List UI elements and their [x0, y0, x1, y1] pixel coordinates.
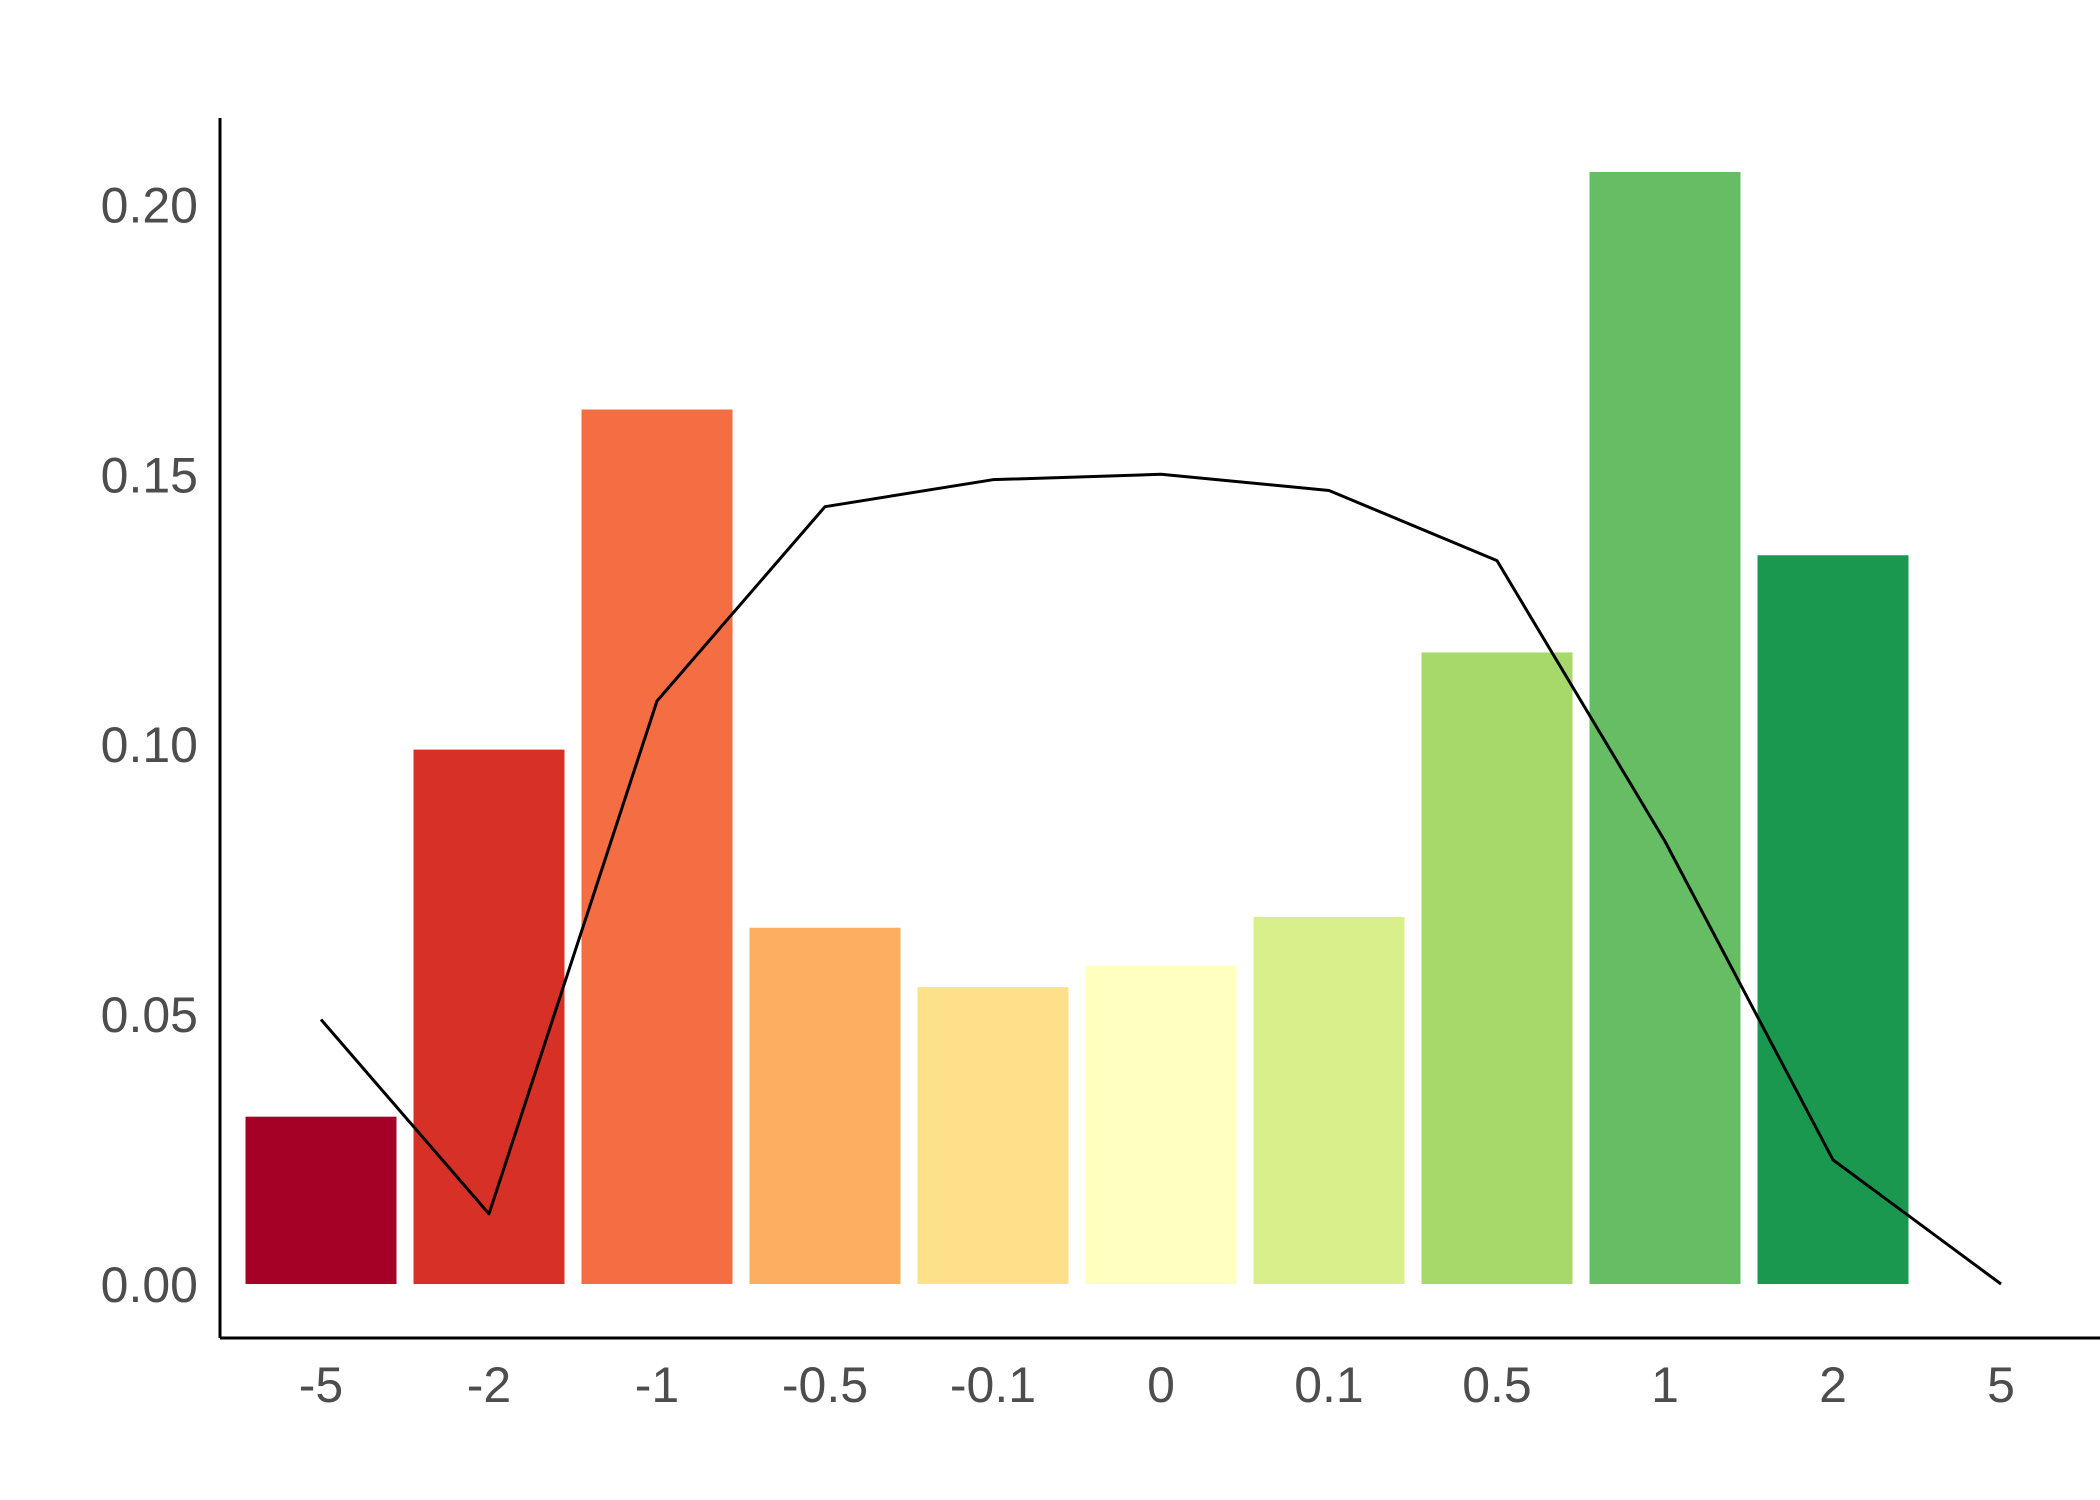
y-tick-label: 0.15 — [101, 447, 198, 503]
bar--0.1 — [917, 987, 1069, 1285]
bar-2 — [1757, 555, 1909, 1285]
bar-1 — [1589, 171, 1741, 1285]
bar-0 — [1085, 965, 1237, 1285]
y-tick-labels: 0.00 0.05 0.10 0.15 0.20 — [101, 177, 198, 1313]
x-tick-label: -1 — [635, 1357, 679, 1413]
x-tick-label: 2 — [1819, 1357, 1847, 1413]
series-line — [319, 472, 2002, 1286]
y-tick-label: 0.05 — [101, 987, 198, 1043]
x-tick-labels: -5 -2 -1 -0.5 -0.1 0 0.1 0.5 1 2 5 — [299, 1357, 2015, 1413]
y-tick-label: 0.10 — [101, 717, 198, 773]
x-tick-label: -2 — [467, 1357, 511, 1413]
x-tick-label: -0.5 — [782, 1357, 868, 1413]
x-tick-label: 0.1 — [1294, 1357, 1364, 1413]
x-tick-label: -5 — [299, 1357, 343, 1413]
bar--5 — [245, 1116, 397, 1285]
bar--0.5 — [749, 927, 901, 1285]
y-tick-label: 0.20 — [101, 177, 198, 233]
bars-group — [245, 171, 1909, 1285]
x-tick-label: 1 — [1651, 1357, 1679, 1413]
x-tick-label: -0.1 — [950, 1357, 1036, 1413]
x-tick-label: 5 — [1987, 1357, 2015, 1413]
bar--2 — [413, 749, 565, 1285]
bar--1 — [581, 409, 733, 1285]
y-tick-label: 0.00 — [101, 1257, 198, 1313]
bar-0.1 — [1253, 916, 1405, 1285]
x-tick-label: 0 — [1147, 1357, 1175, 1413]
bar-0.5 — [1421, 652, 1573, 1285]
x-tick-label: 0.5 — [1462, 1357, 1532, 1413]
